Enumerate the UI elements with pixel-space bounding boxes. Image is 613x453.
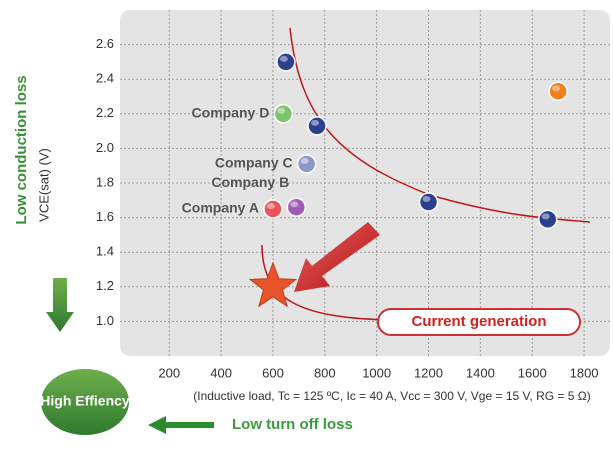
y-tick-label: 1.8 — [96, 174, 114, 189]
point — [263, 199, 283, 219]
point — [276, 52, 296, 72]
x-tick-label: 600 — [262, 365, 284, 380]
x-tick-label: 1400 — [466, 365, 495, 380]
annotation: Low conduction loss — [13, 75, 30, 224]
x-tick-label: 1000 — [362, 365, 391, 380]
y-tick-label: 1.0 — [96, 313, 114, 328]
x-tick-label: 1800 — [570, 365, 599, 380]
point-highlight — [311, 119, 320, 126]
improvement-arrow — [294, 222, 380, 292]
point — [418, 192, 439, 212]
point — [307, 116, 327, 136]
point-label: Company D — [192, 105, 270, 121]
point-star — [248, 261, 298, 308]
y-tick-label: 2.4 — [96, 71, 114, 86]
x-tick-label: 200 — [158, 365, 180, 380]
point — [296, 154, 317, 174]
point-highlight — [422, 196, 431, 203]
point-label: Current generation — [411, 313, 546, 330]
x-tick-label: 1600 — [518, 365, 547, 380]
x-tick-label: 800 — [314, 365, 336, 380]
badge-text: High Effiency — [40, 393, 130, 409]
annotation: Low turn off loss — [232, 416, 353, 433]
y-tick-label: 1.4 — [96, 244, 114, 259]
point-highlight — [300, 157, 309, 164]
left-arrow — [148, 416, 214, 434]
trend-curve-current — [261, 244, 391, 321]
y-axis-label: VCE(sat) (V) — [36, 148, 51, 222]
point-highlight — [277, 107, 286, 114]
x-axis-label: (Inductive load, Tc = 125 ºC, Ic = 40 A,… — [193, 389, 590, 403]
y-tick-label: 2.2 — [96, 105, 114, 120]
point-label: Company C — [215, 155, 293, 171]
x-tick-label: 400 — [210, 365, 232, 380]
point-highlight — [541, 213, 550, 220]
y-tick-label: 2.0 — [96, 140, 114, 155]
point — [548, 81, 568, 102]
point-highlight — [552, 85, 561, 92]
y-tick-label: 2.6 — [96, 36, 114, 51]
y-tick-label: 1.6 — [96, 209, 114, 224]
point — [286, 197, 307, 217]
badge — [41, 369, 129, 435]
point-label: Company A — [182, 200, 259, 216]
down-arrow — [46, 278, 74, 332]
point-highlight — [279, 55, 288, 62]
current-label-box — [377, 308, 581, 336]
point — [273, 104, 294, 124]
point — [538, 209, 558, 230]
point-highlight — [290, 201, 299, 208]
x-tick-label: 1200 — [414, 365, 443, 380]
y-tick-label: 1.2 — [96, 278, 114, 293]
point-highlight — [266, 202, 275, 209]
point-label: Company B — [211, 174, 289, 190]
